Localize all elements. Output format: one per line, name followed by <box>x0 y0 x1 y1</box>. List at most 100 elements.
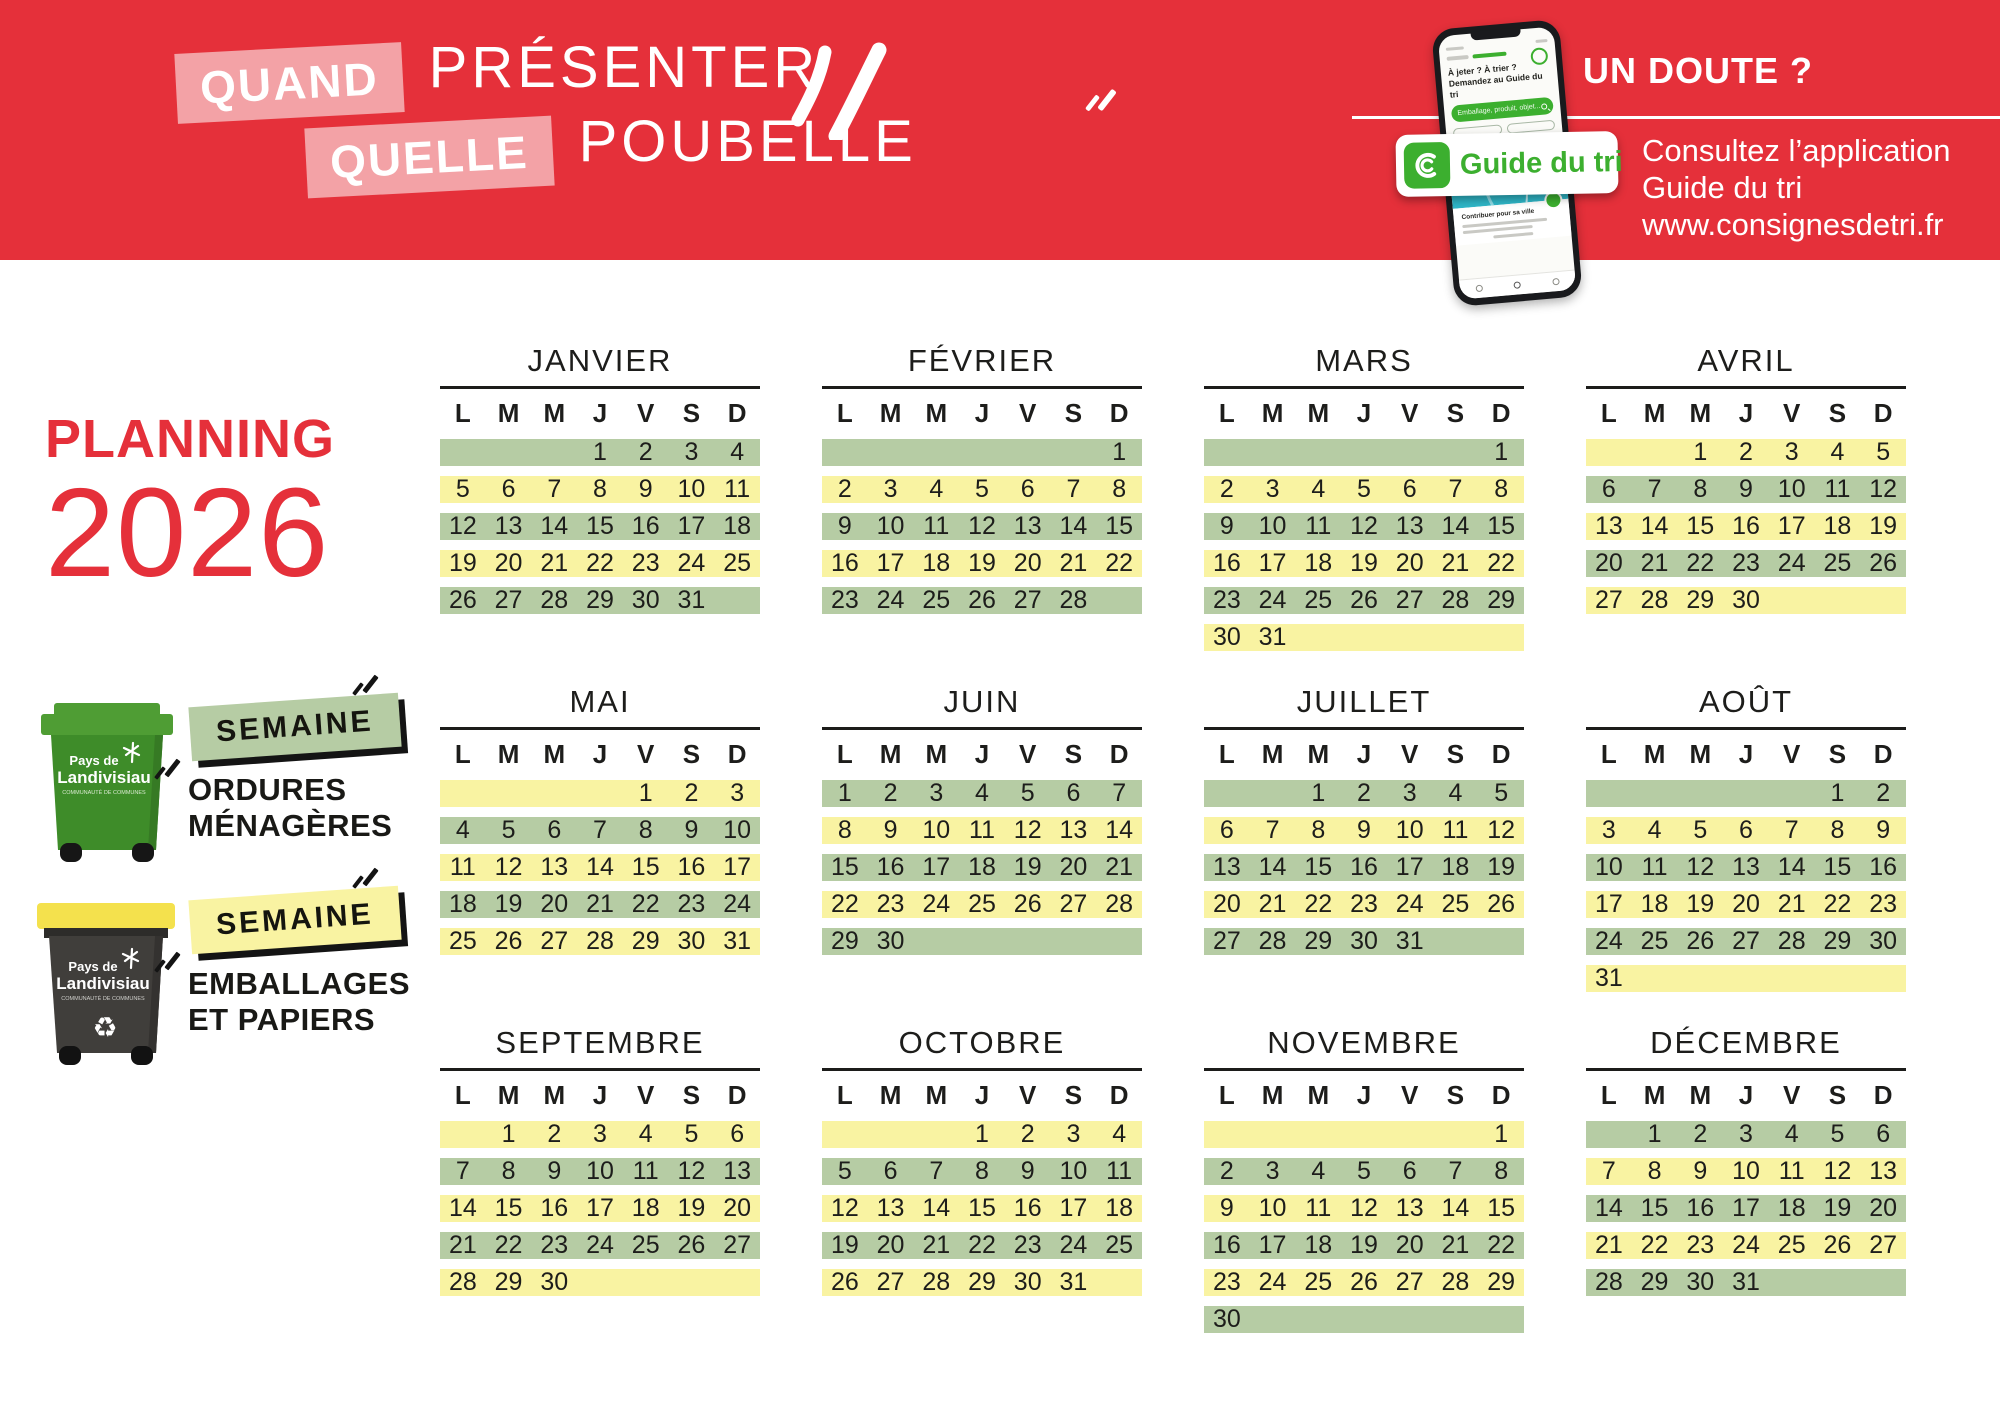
day-cell: 9 <box>684 816 699 844</box>
day-cell: 11 <box>1106 1157 1133 1185</box>
day-cell: 10 <box>1594 853 1623 881</box>
bin-logo-line3: COMMUNAUTÉ DE COMMUNES <box>62 789 146 796</box>
day-cell: 15 <box>1640 1194 1669 1222</box>
day-cell: 23 <box>1350 890 1378 918</box>
day-cell: 31 <box>1732 1268 1760 1296</box>
day-cell: 17 <box>1777 512 1806 540</box>
month-title-rule <box>1586 727 1906 730</box>
month-title: JANVIER <box>527 343 673 378</box>
consult-line1: Consultez l’application <box>1642 133 1951 168</box>
day-cell: 29 <box>631 927 660 955</box>
landivisiau-figure-icon <box>121 947 140 970</box>
day-cell: 2 <box>638 438 653 466</box>
day-cell: 5 <box>975 475 989 503</box>
month-title: JUIN <box>943 684 1021 719</box>
day-header: S <box>682 739 701 769</box>
phone-navbar <box>1458 269 1577 300</box>
week-row-green: 1 2 3 4 5 6 7 <box>822 780 1142 807</box>
day-header: J <box>592 739 608 769</box>
day-cell: 3 <box>1265 475 1280 503</box>
month-title-rule <box>440 1068 760 1071</box>
day-header: M <box>1689 398 1712 428</box>
day-header: L <box>836 1080 853 1110</box>
day-cell: 18 <box>1640 890 1669 918</box>
day-cell: 15 <box>631 853 660 881</box>
week-row-yellow: 31 <box>1586 965 1906 992</box>
week-row-yellow: 27 28 29 30 <box>1586 587 1906 614</box>
day-cell: 21 <box>540 549 569 577</box>
legend-yellow-line1: EMBALLAGES <box>188 966 410 1001</box>
day-cell: 24 <box>1594 927 1623 955</box>
day-cell: 5 <box>501 816 516 844</box>
bin-logo-line2: Landivisiau <box>57 768 151 787</box>
day-header: M <box>543 739 566 769</box>
day-cell: 20 <box>723 1194 752 1222</box>
day-cell: 23 <box>1869 890 1898 918</box>
week-row-yellow: 1 2 3 4 5 6 <box>440 1121 760 1148</box>
day-cell: 27 <box>1395 1268 1424 1296</box>
day-cell: 14 <box>1441 512 1470 540</box>
day-cell: 27 <box>1059 890 1088 918</box>
week-row-green: 18 19 20 21 22 23 24 <box>440 891 760 918</box>
day-cell: 27 <box>1013 586 1042 614</box>
day-cell: 4 <box>1311 475 1326 503</box>
day-header: V <box>1783 1080 1801 1110</box>
day-cell: 6 <box>1219 816 1234 844</box>
week-row-green: 10 11 12 13 14 15 16 <box>1586 854 1906 881</box>
day-cell: 10 <box>1777 475 1806 503</box>
doubt-heading: UN DOUTE ? <box>1583 50 1813 91</box>
day-cell: 2 <box>547 1120 562 1148</box>
day-header: V <box>1783 398 1801 428</box>
week-row-yellow: 2 3 4 5 6 7 8 <box>1204 476 1524 503</box>
day-cell: 22 <box>494 1231 523 1259</box>
day-cell: 28 <box>1105 890 1134 918</box>
quelle-tag: QUELLE <box>304 115 555 199</box>
day-cell: 26 <box>1013 890 1042 918</box>
day-cell: 7 <box>1112 779 1127 807</box>
day-header: S <box>1446 739 1465 769</box>
day-header: M <box>1643 398 1666 428</box>
day-cell: 26 <box>1350 586 1378 614</box>
month-title-rule <box>1204 386 1524 389</box>
day-cell: 30 <box>1212 623 1241 651</box>
day-header: J <box>1738 1080 1754 1110</box>
day-cell: 15 <box>1686 512 1715 540</box>
day-cell: 5 <box>684 1120 699 1148</box>
day-header: V <box>1401 739 1419 769</box>
week-row-yellow: 11 12 13 14 15 16 17 <box>440 854 760 881</box>
day-cell: 16 <box>1212 1231 1241 1259</box>
day-cell: 21 <box>1441 1231 1470 1259</box>
day-header: M <box>1307 739 1330 769</box>
week-row-green: 1 2 3 4 5 <box>1204 780 1524 807</box>
day-header: M <box>879 739 902 769</box>
day-cell: 22 <box>968 1231 996 1259</box>
day-cell: 30 <box>540 1268 569 1296</box>
day-cell: 14 <box>1105 816 1134 844</box>
day-cell: 2 <box>1876 779 1891 807</box>
day-cell: 13 <box>540 853 569 881</box>
day-cell: 10 <box>1059 1157 1088 1185</box>
day-cell: 6 <box>1066 779 1081 807</box>
accent-marks-icon <box>352 867 386 895</box>
day-cell: 28 <box>1441 586 1470 614</box>
month-title: NOVEMBRE <box>1267 1025 1461 1060</box>
day-cell: 3 <box>1601 816 1616 844</box>
day-cell: 8 <box>638 816 653 844</box>
day-cell: 26 <box>1350 1268 1378 1296</box>
week-row-yellow: 16 17 18 19 20 21 22 <box>1204 550 1524 577</box>
day-cell: 27 <box>1395 586 1424 614</box>
consult-block: Consultez l’application Guide du tri www… <box>1642 132 1950 243</box>
presenter-text: PRÉSENTER <box>428 35 820 100</box>
day-cell: 20 <box>1869 1194 1898 1222</box>
day-header: D <box>1491 739 1511 769</box>
day-cell: 4 <box>1830 438 1845 466</box>
legend-yellow-text: EMBALLAGES ET PAPIERS <box>188 966 410 1038</box>
day-cell: 29 <box>1304 927 1333 955</box>
month-juillet: JUILLET L M M J V S D 1 2 3 4 5 6 7 8 9 10 11 12 13 14 15 16 17 1… <box>1204 681 1524 1022</box>
accent-marks-icon <box>352 674 386 702</box>
day-cell: 9 <box>1739 475 1753 503</box>
day-header: M <box>1261 739 1284 769</box>
day-cell: 24 <box>586 1231 614 1259</box>
day-cell: 15 <box>968 1194 996 1222</box>
